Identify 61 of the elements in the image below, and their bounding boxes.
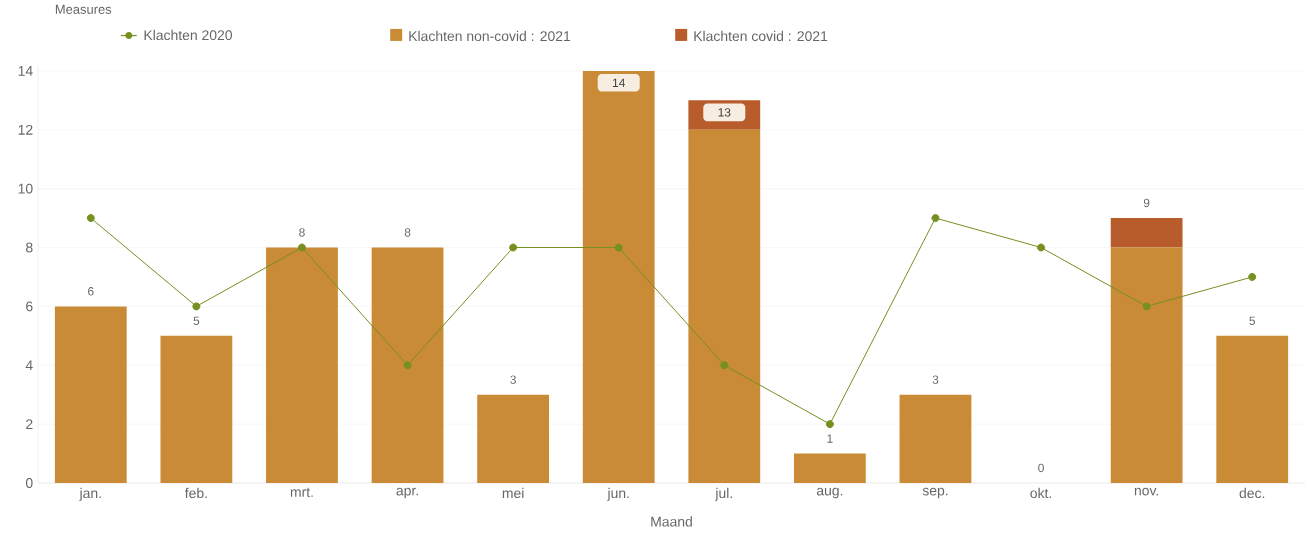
- total-label: 1: [827, 434, 833, 443]
- x-tick-label: apr.: [396, 487, 418, 499]
- x-tick-label: feb.: [184, 487, 207, 499]
- total-label: 3: [932, 375, 939, 384]
- bar: [688, 129, 761, 483]
- point: [86, 214, 95, 223]
- point: [614, 243, 623, 252]
- total-label: 3: [510, 375, 516, 384]
- bar: [1110, 247, 1183, 483]
- total-label: 14: [612, 78, 626, 87]
- x-tick-label: dec.: [1239, 487, 1265, 499]
- legend-title: Measures: [55, 4, 112, 14]
- bar: [1110, 218, 1183, 248]
- legend-label: Klachten non-covid : 2021: [409, 30, 571, 42]
- x-tick-label: okt.: [1030, 487, 1052, 499]
- x-tick-label: jun.: [607, 487, 629, 501]
- point: [720, 361, 729, 370]
- point: [1248, 272, 1257, 281]
- y-tick-label: 12: [18, 124, 33, 135]
- total-label: 5: [193, 316, 200, 325]
- y-tick-label: 10: [18, 183, 33, 194]
- y-tick-label: 2: [26, 419, 33, 429]
- bar: [266, 247, 338, 483]
- bar: [54, 306, 127, 483]
- x-tick-label: aug.: [816, 487, 843, 499]
- x-tick-label: jul.: [715, 487, 732, 501]
- point: [297, 243, 306, 252]
- x-axis-title: Maand: [651, 516, 692, 527]
- total-label: 6: [88, 287, 94, 296]
- x-tick-label: mei: [502, 487, 524, 499]
- point: [1037, 243, 1046, 252]
- bar: [793, 453, 866, 483]
- total-label: 13: [718, 108, 731, 117]
- point: [403, 361, 412, 370]
- bar: [582, 70, 655, 483]
- total-label: 5: [1249, 316, 1256, 325]
- x-tick-label: jan.: [79, 487, 101, 501]
- bar: [160, 335, 233, 483]
- x-tick-label: mrt.: [290, 487, 313, 497]
- point: [192, 302, 201, 311]
- y-tick-label: 8: [26, 242, 33, 253]
- bar: [1216, 335, 1289, 483]
- y-tick-label: 4: [25, 360, 33, 371]
- point: [931, 214, 940, 223]
- point: [509, 243, 518, 252]
- x-tick-label: nov.: [1134, 487, 1159, 496]
- y-tick-label: 6: [26, 301, 33, 312]
- bar: [899, 394, 972, 483]
- point: [1142, 302, 1151, 311]
- y-tick-label: 0: [25, 478, 33, 488]
- legend-label: Klachten covid : 2021: [694, 30, 828, 42]
- total-label: 9: [1143, 198, 1150, 208]
- total-label: 8: [404, 228, 411, 237]
- total-label: 8: [299, 228, 305, 237]
- bar: [371, 247, 444, 483]
- total-label: 0: [1038, 463, 1044, 473]
- legend-label: Klachten 2020: [144, 29, 233, 41]
- bar: [477, 394, 550, 483]
- x-tick-label: sep.: [922, 487, 948, 499]
- point: [825, 420, 834, 429]
- y-tick-label: 14: [18, 66, 33, 76]
